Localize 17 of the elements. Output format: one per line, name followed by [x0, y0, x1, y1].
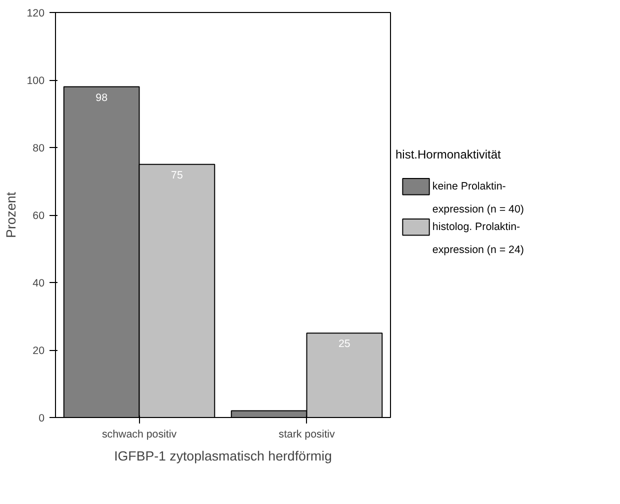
legend-label: keine Prolaktin- expression (n = 40) — [432, 180, 524, 216]
legend-title: hist.Hormonaktivität — [396, 147, 502, 162]
y-axis-title: Prozent — [4, 192, 19, 238]
y-tick-label: 100 — [26, 75, 45, 87]
y-tick-label: 0 — [38, 412, 45, 424]
x-tick-label: schwach positiv — [102, 428, 178, 440]
data-label: 75 — [171, 169, 183, 182]
legend-label: histolog. Prolaktin- expression (n = 24) — [432, 221, 524, 256]
data-label: 25 — [338, 338, 350, 350]
data-label: 98 — [96, 92, 108, 104]
y-tick-label: 40 — [32, 278, 45, 290]
y-tick-label: 80 — [32, 142, 45, 154]
x-tick-label: stark positiv — [278, 428, 336, 440]
y-tick-label: 120 — [26, 8, 45, 20]
y-tick-label: 60 — [32, 210, 45, 222]
y-tick-label: 20 — [32, 345, 45, 357]
x-axis-title: IGFBP-1 zytoplasmatisch herdförmig — [114, 448, 332, 464]
